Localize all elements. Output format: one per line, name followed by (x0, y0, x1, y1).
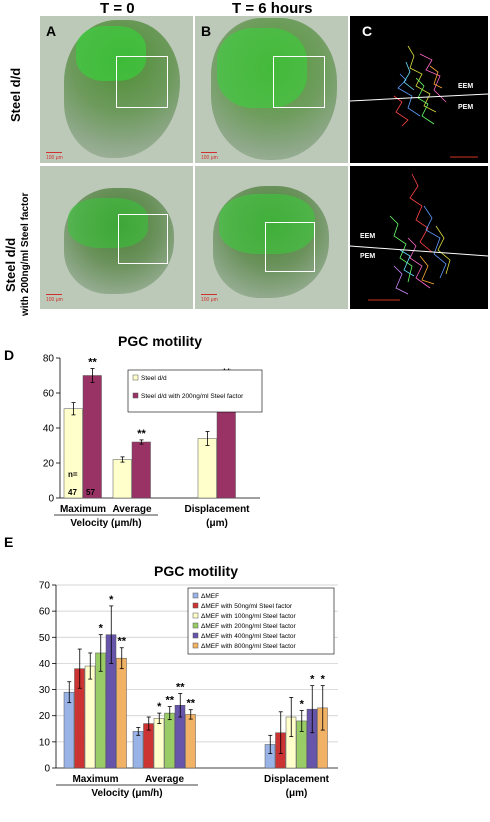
legend-swatch (132, 374, 139, 381)
significance-marker: ** (137, 428, 146, 440)
panel-letter-c: C (362, 23, 373, 39)
y-tick-label: 70 (39, 581, 51, 592)
panel-letter-e: E (4, 534, 14, 550)
legend-box (187, 587, 335, 655)
velocity-group-label: Velocity (μm/h) (70, 518, 141, 529)
legend-swatch (192, 602, 199, 609)
scale-bar-label: 100 μm (46, 297, 63, 303)
legend-entry: ΔMEF with 400ng/ml Steel factor (201, 633, 296, 640)
legend-swatch (192, 632, 199, 639)
bar (116, 657, 127, 769)
y-tick-label: 20 (43, 459, 55, 470)
significance-marker: * (300, 698, 305, 710)
scale-bar-label: 100 μm (46, 155, 63, 161)
chart-title: PGC motility (118, 333, 202, 349)
displacement-unit-label: (μm) (286, 788, 308, 799)
chart-d: PGC motility020406080**Maximum**Average*… (43, 333, 263, 529)
y-tick-label: 50 (39, 633, 51, 644)
significance-marker: * (310, 674, 315, 686)
micrograph-a-bottom: 100 μm (40, 166, 193, 309)
x-category-label: Average (145, 774, 185, 785)
y-tick-label: 0 (44, 764, 50, 775)
bar (131, 441, 151, 499)
significance-marker: ** (165, 695, 174, 707)
legend-swatch (192, 612, 199, 619)
track-label-pem: PEM (458, 104, 473, 111)
track-label-eem: EEM (360, 233, 375, 240)
row-label-steel-dd: Steel d/d (8, 67, 23, 122)
bar (164, 712, 175, 769)
legend-entry: ΔMEF with 50ng/ml Steel factor (201, 603, 293, 610)
y-tick-label: 80 (43, 354, 55, 365)
x-category-label: Displacement (184, 504, 250, 515)
row-label-steel-factor: with 200ng/ml Steel factor (20, 192, 31, 316)
y-tick-label: 40 (43, 424, 55, 435)
bar (185, 714, 196, 769)
y-tick-label: 60 (43, 389, 55, 400)
x-category-label: Average (112, 504, 152, 515)
x-category-label: Displacement (264, 774, 330, 785)
header-t0: T = 0 (100, 0, 135, 17)
micrograph-b-bottom: 100 μm (195, 166, 348, 309)
x-category-label: Maximum (72, 774, 118, 785)
panel-letter-b: B (201, 23, 212, 39)
bar (84, 665, 96, 769)
row-label-steel-dd-2: Steel d/d (3, 237, 18, 292)
panel-letter-a: A (46, 23, 57, 39)
significance-marker: ** (88, 357, 97, 369)
scale-bar-label: 100 μm (201, 297, 218, 303)
bar (132, 731, 144, 769)
track-label-eem: EEM (458, 83, 473, 90)
chart-title: PGC motility (154, 563, 238, 579)
legend-entry: Steel d/d (141, 375, 167, 382)
bar (197, 438, 217, 499)
bar (112, 459, 132, 499)
y-tick-label: 30 (39, 685, 51, 696)
significance-marker: ** (186, 698, 195, 710)
legend-box (127, 369, 263, 413)
track-label-pem: PEM (360, 253, 375, 260)
significance-marker: * (99, 623, 104, 635)
legend-swatch (192, 592, 199, 599)
micrograph-b-top: 100 μm B (195, 16, 348, 163)
bar (153, 718, 165, 769)
y-tick-label: 10 (39, 737, 51, 748)
y-tick-label: 20 (39, 711, 51, 722)
n-value: 57 (86, 488, 95, 497)
legend-entry: ΔMEF (201, 593, 219, 600)
track-plot-c-bottom: EEM PEM (350, 166, 488, 309)
y-tick-label: 40 (39, 659, 51, 670)
micrograph-a-top: 100 μm A (40, 16, 193, 163)
y-tick-label: 0 (48, 494, 54, 505)
panel-letter-d: D (4, 347, 15, 363)
legend-entry: Steel d/d with 200ng/ml Steel factor (141, 393, 244, 400)
y-tick-label: 60 (39, 607, 51, 618)
bar (63, 691, 75, 769)
significance-marker: ** (176, 681, 185, 693)
scale-bar-label: 100 μm (201, 155, 218, 161)
legend-swatch (192, 622, 199, 629)
displacement-unit-label: (μm) (206, 518, 228, 529)
legend-swatch (192, 642, 199, 649)
bar (63, 408, 83, 499)
n-label: n= (68, 470, 78, 479)
significance-marker: * (109, 594, 114, 606)
significance-marker: ** (117, 636, 126, 648)
n-value: 47 (68, 488, 77, 497)
bar (82, 375, 102, 499)
legend-entry: ΔMEF with 100ng/ml Steel factor (201, 613, 296, 620)
legend-entry: ΔMEF with 200ng/ml Steel factor (201, 623, 296, 630)
significance-marker: * (321, 674, 326, 686)
header-t6: T = 6 hours (232, 0, 313, 17)
x-category-label: Maximum (60, 504, 106, 515)
significance-marker: * (157, 701, 162, 713)
legend-swatch (132, 392, 139, 399)
track-plot-c-top: EEM PEM C (350, 16, 488, 163)
velocity-group-label: Velocity (μm/h) (91, 788, 162, 799)
chart-e: PGC motility010203040506070****Maximum**… (39, 563, 338, 799)
legend-entry: ΔMEF with 800ng/ml Steel factor (201, 643, 296, 650)
